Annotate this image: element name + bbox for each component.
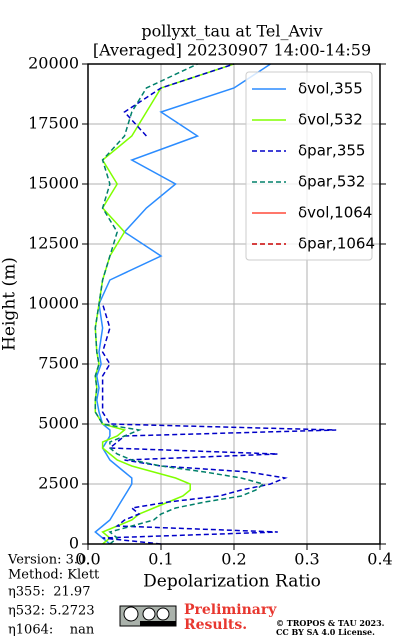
y-tick-label: 5000: [38, 414, 79, 433]
series-line: [101, 63, 337, 545]
info-text: Version: 3.0: [7, 553, 86, 568]
y-tick-label: 0: [69, 534, 79, 553]
preliminary-note: Results.: [184, 617, 247, 633]
chart-title: pollyxt_tau at Tel_Aviv: [141, 22, 322, 41]
legend-label: δvol,532: [298, 111, 363, 129]
legend-box: [245, 71, 373, 261]
series-line: [94, 63, 265, 545]
x-tick-label: 0.3: [294, 550, 319, 569]
y-axis-label: Height (m): [0, 257, 20, 351]
x-axis-label: Depolarization Ratio: [143, 572, 321, 592]
legend-label: δpar,532: [298, 173, 365, 191]
x-tick-label: 0.1: [148, 550, 173, 569]
info-text: Method: Klett: [8, 568, 100, 583]
x-tick-label: 0.0: [75, 550, 100, 569]
y-tick-label: 15000: [28, 174, 79, 193]
info-text: η532: 5.2723: [8, 604, 95, 619]
y-tick-label: 20000: [28, 54, 79, 73]
y-tick-label: 12500: [28, 234, 79, 253]
info-text: η355: 21.97: [8, 585, 90, 600]
x-tick-label: 0.2: [221, 550, 246, 569]
preliminary-note: Preliminary: [184, 602, 277, 618]
info-text: η1064: nan: [8, 623, 95, 638]
legend-label: δvol,1064: [298, 204, 372, 222]
series-line: [94, 63, 271, 545]
plot-frame: [87, 63, 381, 545]
series-line: [94, 63, 235, 545]
license-text: © TROPOS & TAU 2023.: [276, 618, 385, 628]
y-tick-label: 2500: [38, 474, 79, 493]
legend-label: δpar,355: [298, 142, 365, 160]
y-tick-label: 17500: [28, 114, 79, 133]
legend-label: δpar,1064: [298, 235, 375, 253]
y-tick-label: 10000: [28, 294, 79, 313]
x-tick-label: 0.4: [367, 550, 392, 569]
chart-title: [Averaged] 20230907 14:00-14:59: [93, 41, 371, 60]
license-text: CC BY SA 4.0 License.: [276, 627, 375, 637]
legend-label: δvol,355: [298, 80, 363, 98]
y-tick-label: 7500: [38, 354, 79, 373]
cc-logo: [119, 605, 177, 627]
